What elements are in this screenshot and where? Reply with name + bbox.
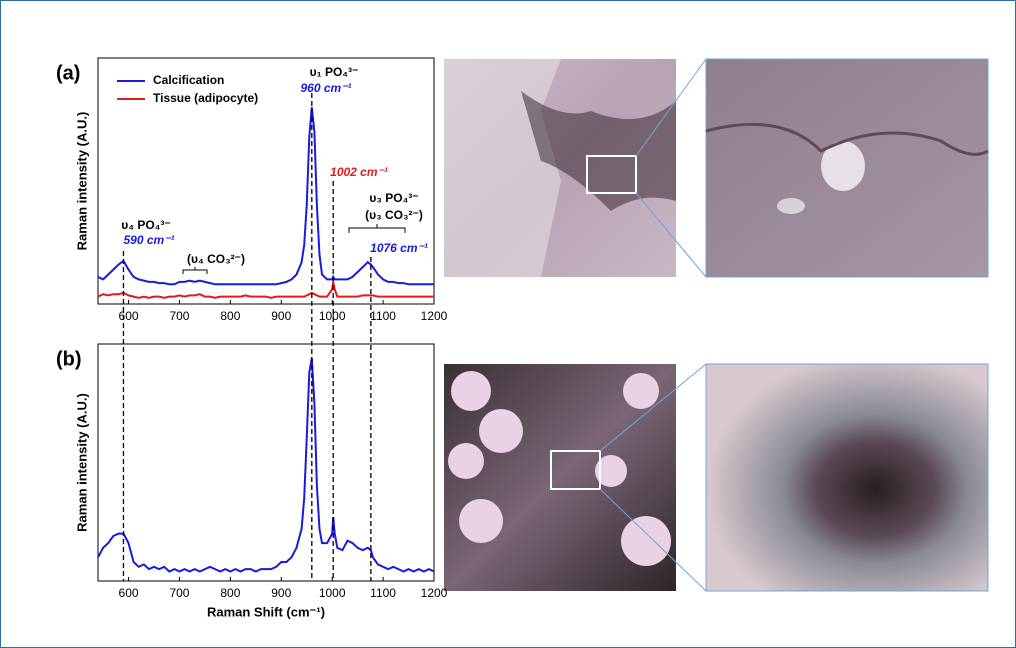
x-tick-label: 1200: [421, 586, 448, 600]
x-tick-label: 1000: [319, 586, 346, 600]
x-tick-label: 600: [119, 586, 139, 600]
x-tick-label: 800: [220, 586, 240, 600]
annotation: (υ₄ CO₃²⁻): [187, 252, 245, 266]
annotation: υ₃ PO₄³⁻: [369, 191, 418, 205]
bracket: [349, 224, 405, 233]
annotation: (υ₃ CO₃²⁻): [365, 208, 423, 222]
legend-label: Calcification: [153, 73, 224, 87]
annotation: υ₄ PO₄³⁻: [121, 218, 170, 232]
x-tick-label: 900: [271, 586, 291, 600]
figure-canvas: (a) Raman intensity (A.U.) 600 700 800 900 100…: [1, 1, 1015, 647]
x-tick-label: 600: [119, 309, 139, 323]
panel-label: (b): [56, 348, 82, 370]
x-tick-label: 800: [220, 309, 240, 323]
y-axis-label: Raman intensity (A.U.): [74, 112, 89, 251]
micrograph-b: [444, 364, 988, 591]
x-tick-label: 1100: [370, 309, 396, 323]
peak-label: 1002 cm⁻¹: [330, 165, 388, 179]
y-axis-label: Raman intensity (A.U.): [74, 393, 89, 532]
x-tick-label: 1000: [319, 309, 346, 323]
x-tick-label: 700: [169, 586, 189, 600]
peak-label: 1076 cm⁻¹: [370, 241, 428, 255]
plot-frame: [98, 344, 434, 581]
legend-label: Tissue (adipocyte): [153, 91, 258, 105]
panel-label: (a): [56, 62, 80, 84]
plot-frame: [98, 58, 434, 304]
figure: (a) Raman intensity (A.U.) 600 700 800 900 100…: [0, 0, 1016, 648]
x-tick-label: 1100: [370, 586, 396, 600]
micrograph-a: [444, 59, 988, 277]
bracket: [183, 267, 207, 274]
annotation: υ₁ PO₄³⁻: [310, 65, 359, 79]
spectrum-line: [98, 358, 434, 571]
x-tick-label: 900: [271, 309, 291, 323]
x-tick-label: 1200: [421, 309, 448, 323]
peak-label: 960 cm⁻¹: [300, 81, 351, 95]
peak-label: 590 cm⁻¹: [123, 233, 174, 247]
x-tick-label: 700: [169, 309, 189, 323]
x-axis-label: Raman Shift (cm⁻¹): [207, 604, 325, 619]
